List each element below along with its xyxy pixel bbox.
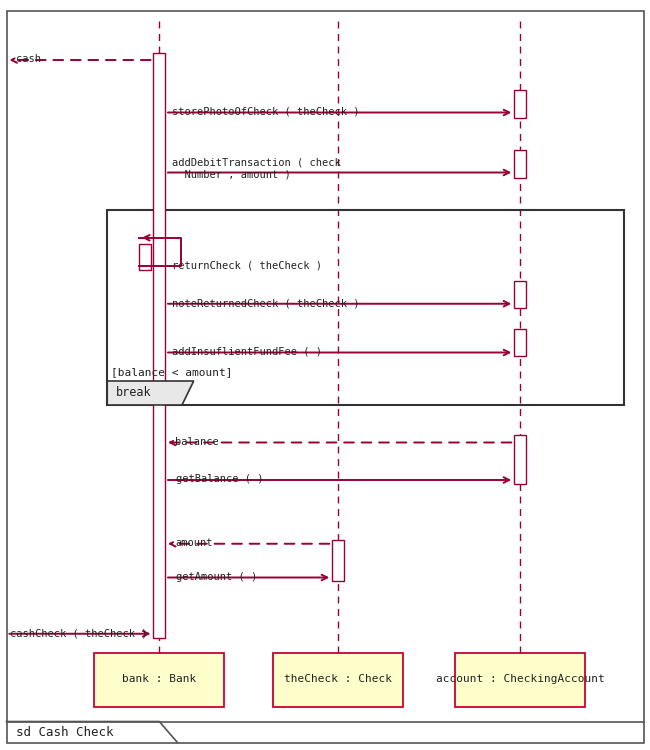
- Text: cash: cash: [16, 55, 41, 64]
- Bar: [153, 53, 165, 638]
- Bar: [273, 652, 403, 706]
- Text: cashCheck ( theCheck ): cashCheck ( theCheck ): [10, 629, 148, 639]
- Text: sd Cash Check: sd Cash Check: [16, 725, 114, 739]
- Bar: [332, 540, 344, 581]
- Text: theCheck : Check: theCheck : Check: [284, 674, 392, 685]
- Polygon shape: [107, 381, 194, 405]
- Text: addDebitTransaction ( check
  Number , amount ): addDebitTransaction ( check Number , amo…: [172, 158, 341, 179]
- Bar: [139, 244, 151, 270]
- Bar: [94, 652, 224, 706]
- Text: getAmount ( ): getAmount ( ): [176, 572, 257, 582]
- Text: amount: amount: [176, 538, 213, 548]
- Bar: [455, 652, 585, 706]
- Bar: [107, 210, 624, 405]
- Text: break: break: [116, 386, 152, 400]
- Text: returnCheck ( theCheck ): returnCheck ( theCheck ): [172, 261, 322, 271]
- Text: bank : Bank: bank : Bank: [122, 674, 196, 685]
- Bar: [514, 90, 526, 118]
- Text: account : CheckingAccount: account : CheckingAccount: [436, 674, 604, 685]
- Text: storePhotoOfCheck ( theCheck ): storePhotoOfCheck ( theCheck ): [172, 107, 359, 117]
- Text: getBalance ( ): getBalance ( ): [176, 475, 263, 484]
- Bar: [514, 328, 526, 356]
- Text: addInsuflientFundFee ( ): addInsuflientFundFee ( ): [172, 347, 322, 357]
- Bar: [514, 150, 526, 178]
- Text: [balance < amount]: [balance < amount]: [111, 368, 232, 377]
- Text: noteReturnedCheck ( theCheck ): noteReturnedCheck ( theCheck ): [172, 298, 359, 308]
- Text: balance: balance: [176, 437, 219, 447]
- Bar: [514, 281, 526, 308]
- Bar: [514, 435, 526, 484]
